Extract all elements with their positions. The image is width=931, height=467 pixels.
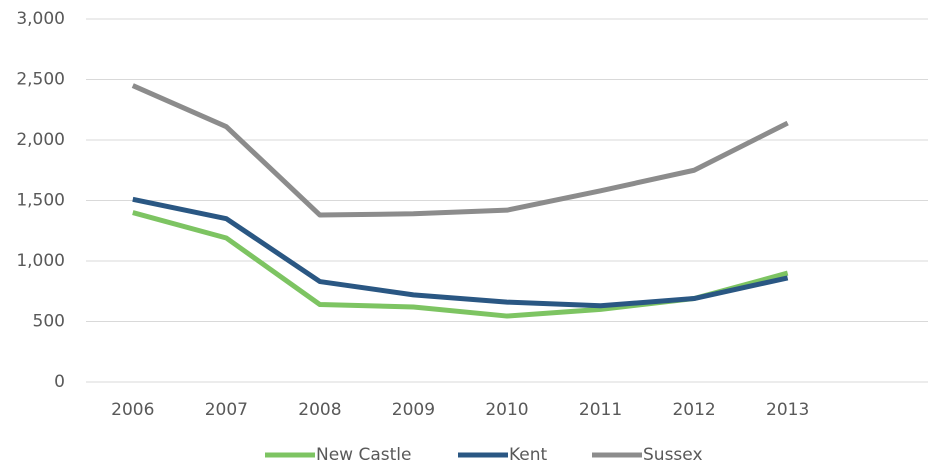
y-tick-label: 1,500 <box>16 191 65 211</box>
y-tick-label: 500 <box>33 312 65 332</box>
x-tick-label: 2008 <box>298 400 341 420</box>
x-tick-label: 2009 <box>392 400 435 420</box>
y-tick-label: 2,500 <box>16 70 65 90</box>
series-line <box>132 196 789 309</box>
x-tick-label: 2013 <box>766 400 809 420</box>
series-line <box>131 83 789 218</box>
y-tick-label: 3,000 <box>16 9 65 29</box>
x-tick-label: 2006 <box>111 400 154 420</box>
legend-label: Sussex <box>643 445 703 465</box>
x-tick-label: 2010 <box>485 400 528 420</box>
legend-label: Kent <box>509 445 548 465</box>
y-tick-label: 2,000 <box>16 130 65 150</box>
y-tick-label: 0 <box>54 372 65 392</box>
x-tick-label: 2007 <box>205 400 248 420</box>
legend-label: New Castle <box>316 445 411 465</box>
x-tick-label: 2011 <box>579 400 622 420</box>
y-tick-label: 1,000 <box>16 251 65 271</box>
x-tick-label: 2012 <box>672 400 715 420</box>
